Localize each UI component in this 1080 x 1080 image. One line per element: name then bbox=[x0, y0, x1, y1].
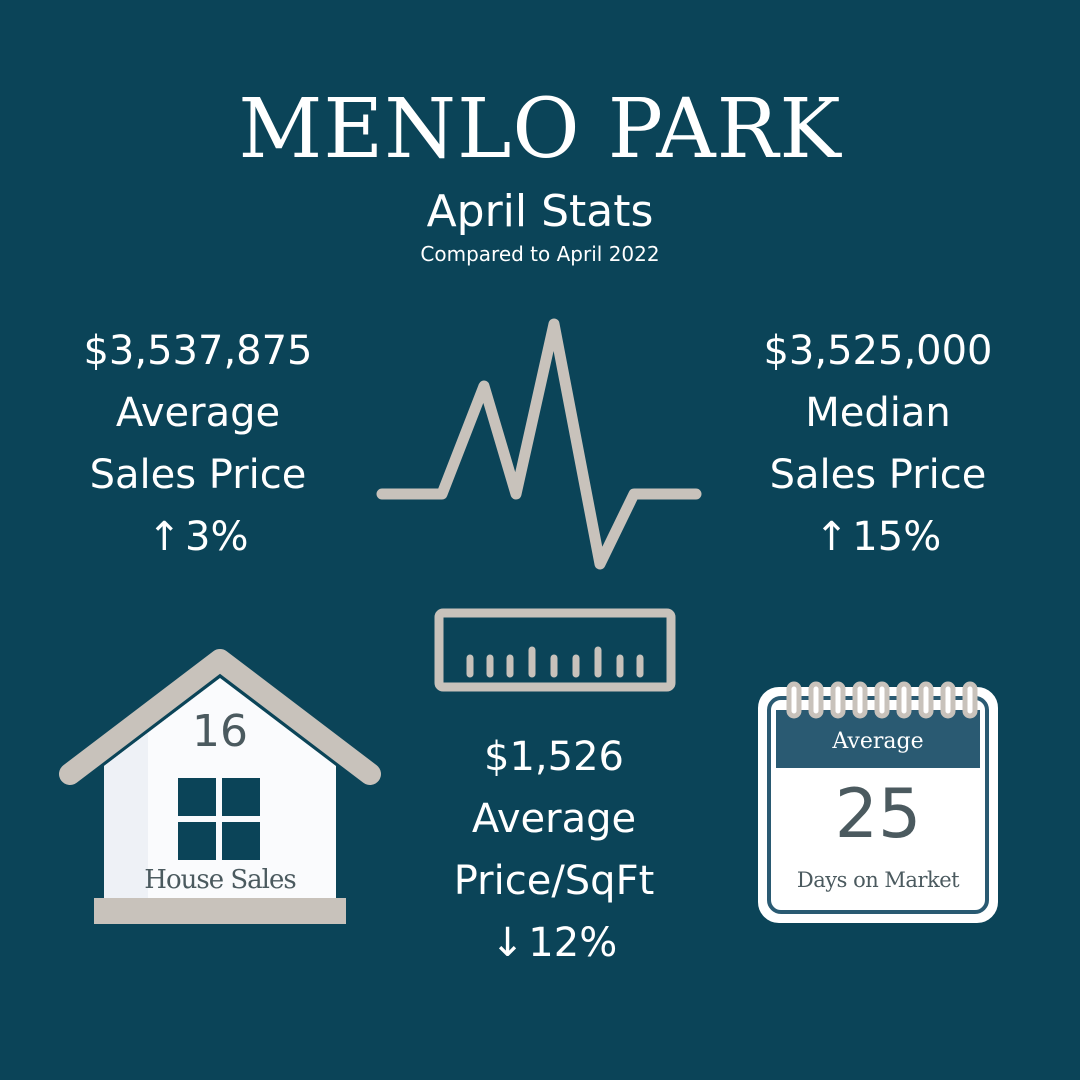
stat-label-line2: Sales Price bbox=[769, 452, 987, 498]
calendar-header: Average bbox=[832, 729, 924, 754]
house-sales-label: House Sales bbox=[144, 865, 296, 895]
stat-median-sales-price: $3,525,000 Median Sales Price ↑ 15% bbox=[728, 320, 1028, 568]
ruler-icon bbox=[434, 608, 676, 692]
stat-label-line2: Price/SqFt bbox=[453, 858, 655, 904]
stat-average-sales-price: $3,537,875 Average Sales Price ↑ 3% bbox=[48, 320, 348, 568]
days-on-market-label: Days on Market bbox=[796, 868, 960, 892]
arrow-up-icon: ↑ bbox=[147, 514, 182, 560]
house-sales-count: 16 bbox=[192, 706, 248, 757]
stat-average-price-per-sqft: $1,526 Average Price/SqFt ↓ 12% bbox=[404, 726, 704, 974]
stat-label-line1: Median bbox=[805, 390, 951, 436]
stat-change: ↑ 3% bbox=[48, 506, 348, 568]
stat-change-value: 3% bbox=[185, 514, 249, 560]
arrow-up-icon: ↑ bbox=[814, 514, 849, 560]
comparison-note: Compared to April 2022 bbox=[420, 242, 660, 266]
days-on-market-value: 25 bbox=[834, 775, 922, 854]
stat-change-value: 15% bbox=[852, 514, 942, 560]
stat-label-line1: Average bbox=[471, 796, 637, 842]
page-subtitle: April Stats bbox=[426, 186, 654, 237]
stat-change: ↓ 12% bbox=[404, 912, 704, 974]
stat-value: $3,537,875 bbox=[83, 328, 313, 374]
page-title: MENLO PARK bbox=[238, 82, 842, 177]
calendar-icon bbox=[758, 681, 998, 923]
stat-label-line2: Sales Price bbox=[89, 452, 307, 498]
stat-change: ↑ 15% bbox=[728, 506, 1028, 568]
stat-label-line1: Average bbox=[115, 390, 281, 436]
house-icon bbox=[59, 649, 381, 924]
stat-change-value: 12% bbox=[528, 920, 618, 966]
pulse-line-icon bbox=[376, 318, 702, 570]
stat-value: $1,526 bbox=[484, 734, 624, 780]
arrow-down-icon: ↓ bbox=[490, 920, 525, 966]
stat-value: $3,525,000 bbox=[763, 328, 993, 374]
